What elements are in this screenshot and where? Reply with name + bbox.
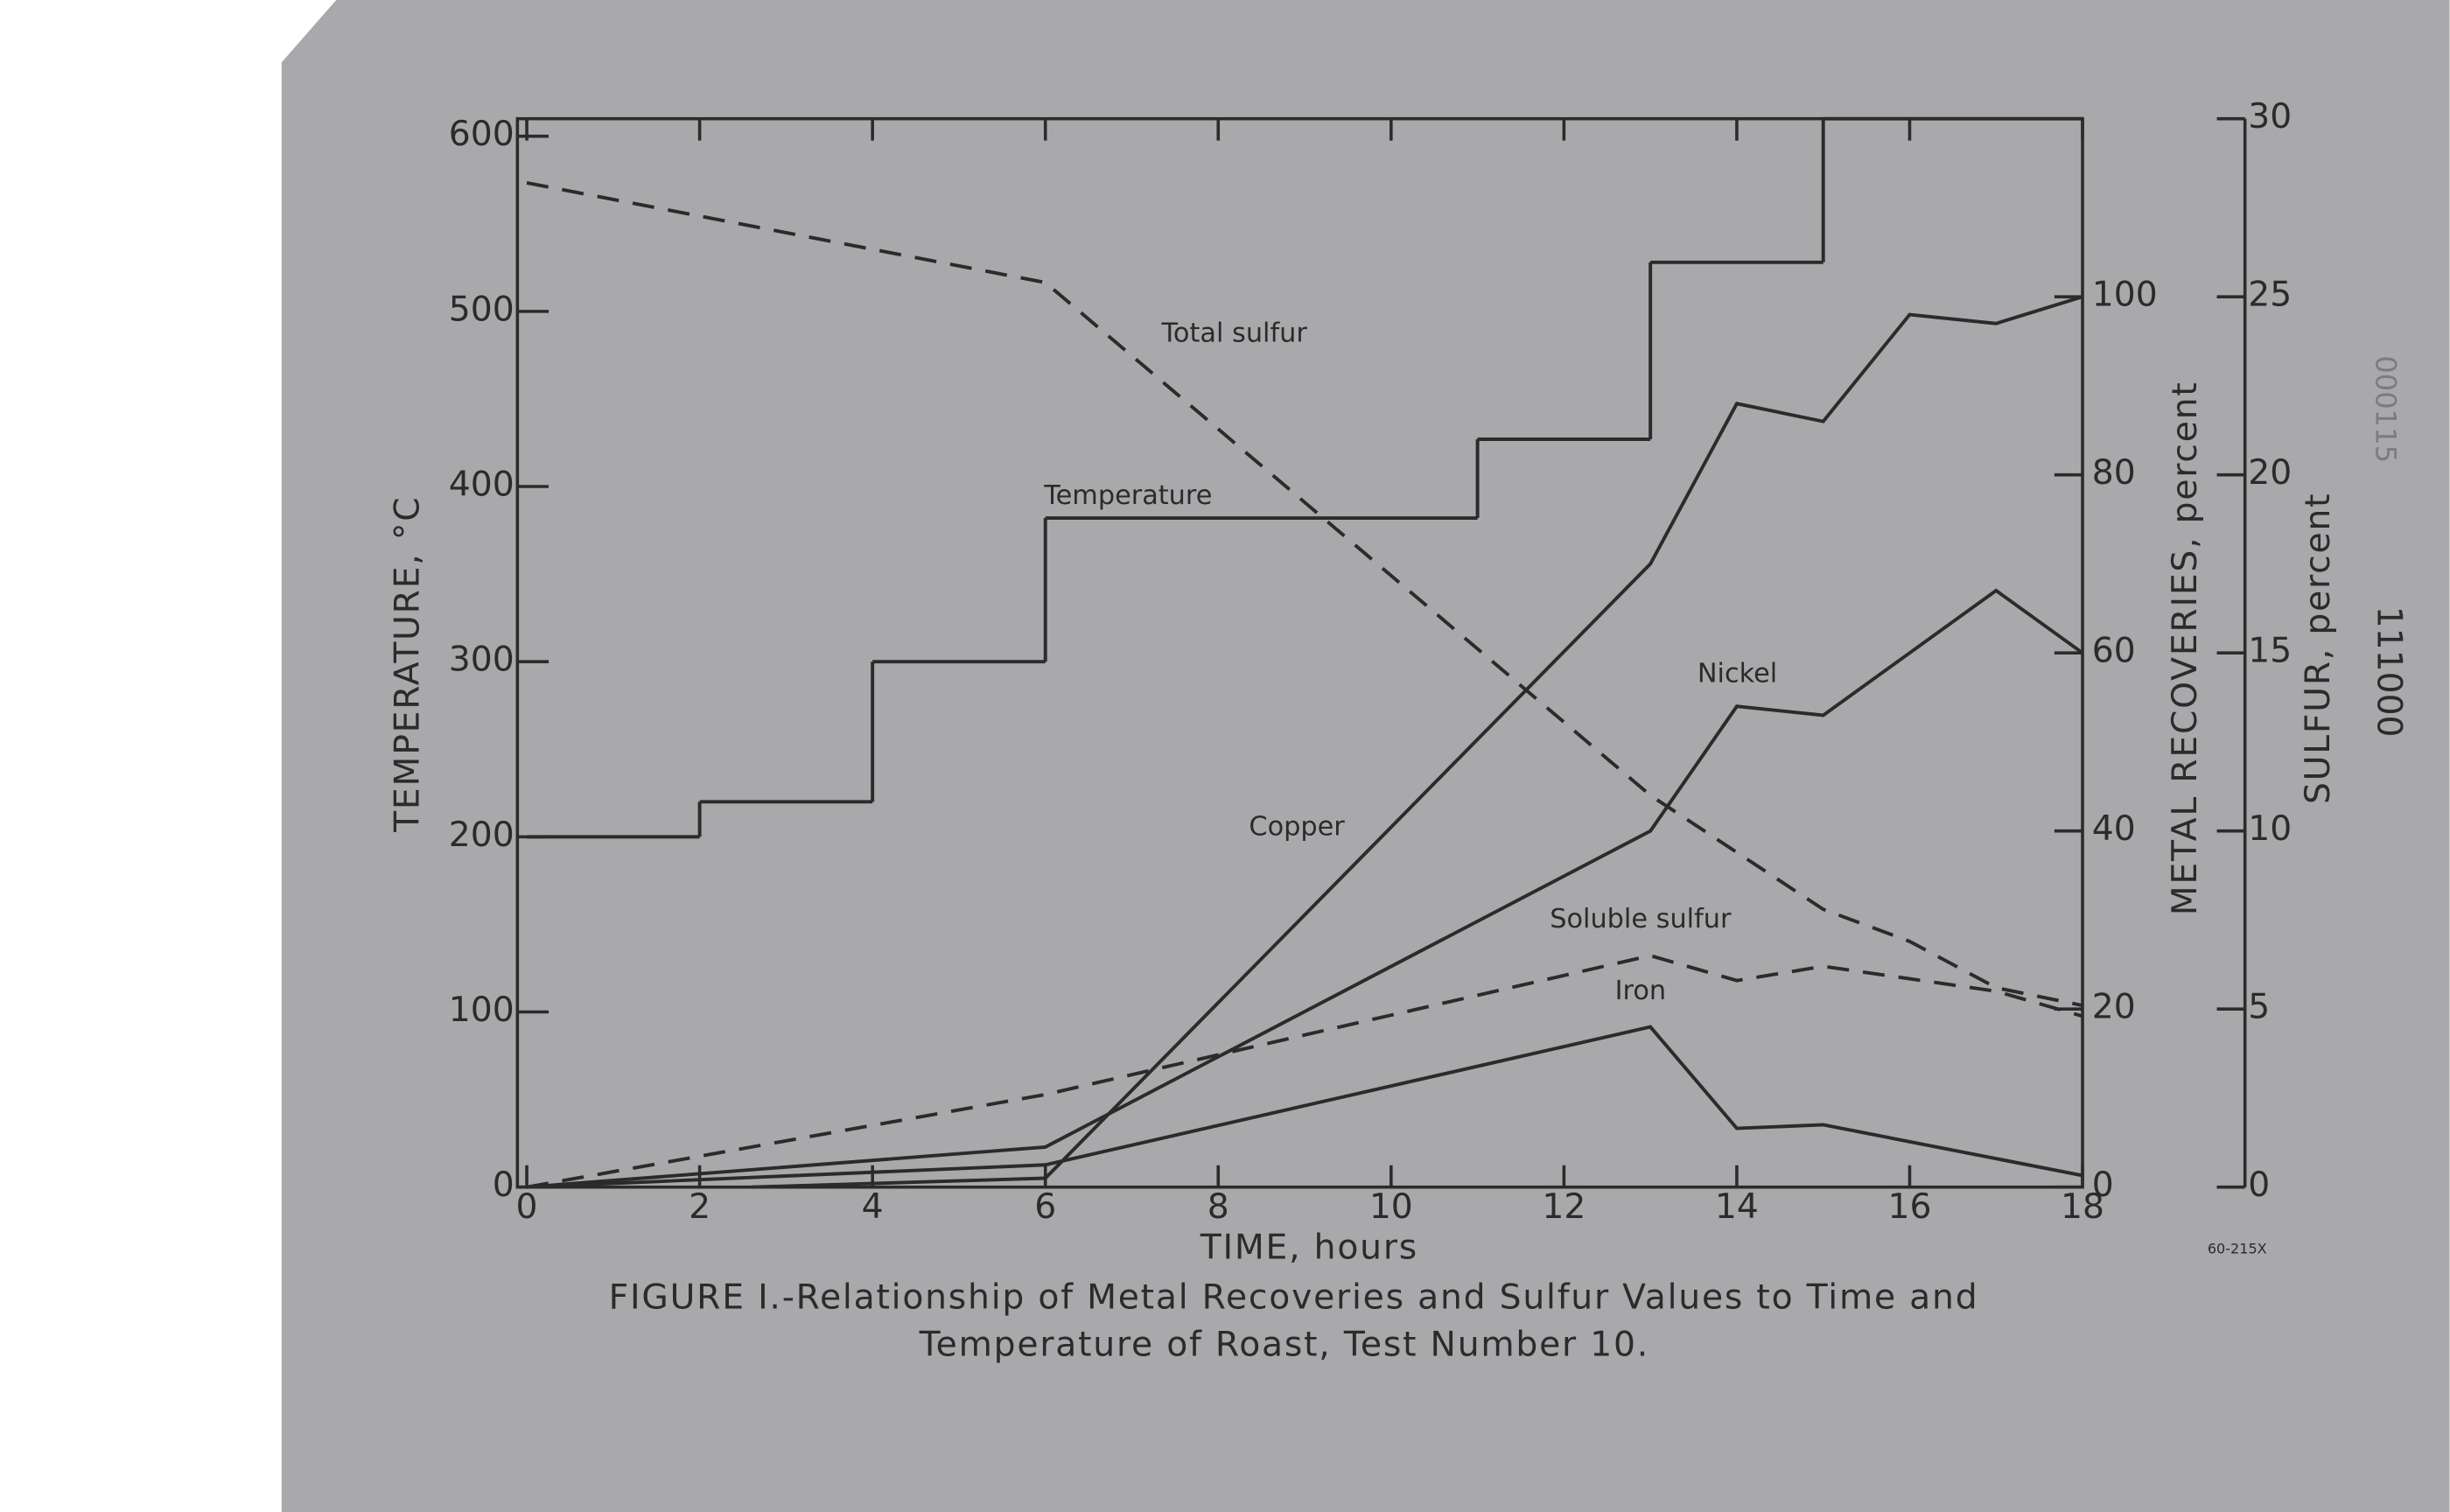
y-tick-label: 0 (493, 1166, 514, 1205)
y3-tick-label: 30 (2248, 97, 2292, 136)
series-line (526, 588, 2084, 1189)
x-tick-label: 0 (516, 1187, 538, 1227)
y-tick-label: 100 (449, 990, 514, 1030)
y3-tick-label: 5 (2248, 988, 2270, 1027)
y3-tick-label: 10 (2248, 809, 2292, 849)
chart-title: FIGURE I.-Relationship of Metal Recoveri… (609, 1278, 1979, 1318)
x-tick-label: 14 (1715, 1187, 1759, 1227)
series-label: Total sulfur (1161, 318, 1308, 349)
y3-tick-label: 0 (2248, 1166, 2270, 1205)
y2-axis-label: METAL RECOVERIES, percent (2166, 381, 2205, 915)
y2-tick-label: 0 (2092, 1166, 2114, 1205)
y-tick-label: 600 (449, 115, 514, 154)
series-label: Temperature (1043, 480, 1212, 511)
series-line (526, 181, 2083, 1008)
y-axis-label: TEMPERATURE, °C (388, 496, 428, 833)
y3-tick-label: 15 (2248, 632, 2292, 671)
series-line (751, 295, 2083, 1189)
x-axis-label: TIME, hours (1200, 1228, 1418, 1268)
x-tick-label: 12 (1542, 1187, 1586, 1227)
y-tick-label: 400 (449, 466, 514, 505)
x-tick-label: 10 (1369, 1187, 1413, 1227)
y2-tick-label: 20 (2092, 988, 2136, 1027)
series-label: Soluble sulfur (1550, 904, 1732, 934)
y2-tick-label: 100 (2092, 276, 2158, 315)
x-tick-label: 18 (2061, 1187, 2104, 1227)
x-tick-label: 8 (1208, 1187, 1229, 1227)
y-tick-label: 200 (449, 816, 514, 855)
x-tick-label: 16 (1887, 1187, 1931, 1227)
x-tick-label: 2 (689, 1187, 710, 1227)
series-line (526, 1025, 2083, 1189)
y2-tick-label: 40 (2092, 809, 2136, 849)
stamp: 000115 (2370, 355, 2403, 463)
series-line (526, 954, 2083, 1189)
y3-axis-label: SULFUR, percent (2299, 493, 2338, 804)
y2-tick-label: 80 (2092, 453, 2136, 493)
chart-title: Temperature of Roast, Test Number 10. (919, 1325, 1649, 1364)
y2-tick-label: 60 (2092, 632, 2136, 671)
stamp: 60-215X (2208, 1241, 2267, 1257)
series-label: Copper (1249, 812, 1345, 843)
y-tick-label: 300 (449, 640, 514, 680)
x-tick-label: 4 (862, 1187, 884, 1227)
y-tick-label: 500 (449, 290, 514, 329)
y3-tick-label: 20 (2248, 453, 2292, 493)
y3-tick-label: 25 (2248, 276, 2292, 315)
series-label: Iron (1615, 976, 1667, 1006)
series-label: Nickel (1698, 659, 1777, 690)
stamp: 111000 (2370, 606, 2409, 738)
x-tick-label: 6 (1034, 1187, 1056, 1227)
